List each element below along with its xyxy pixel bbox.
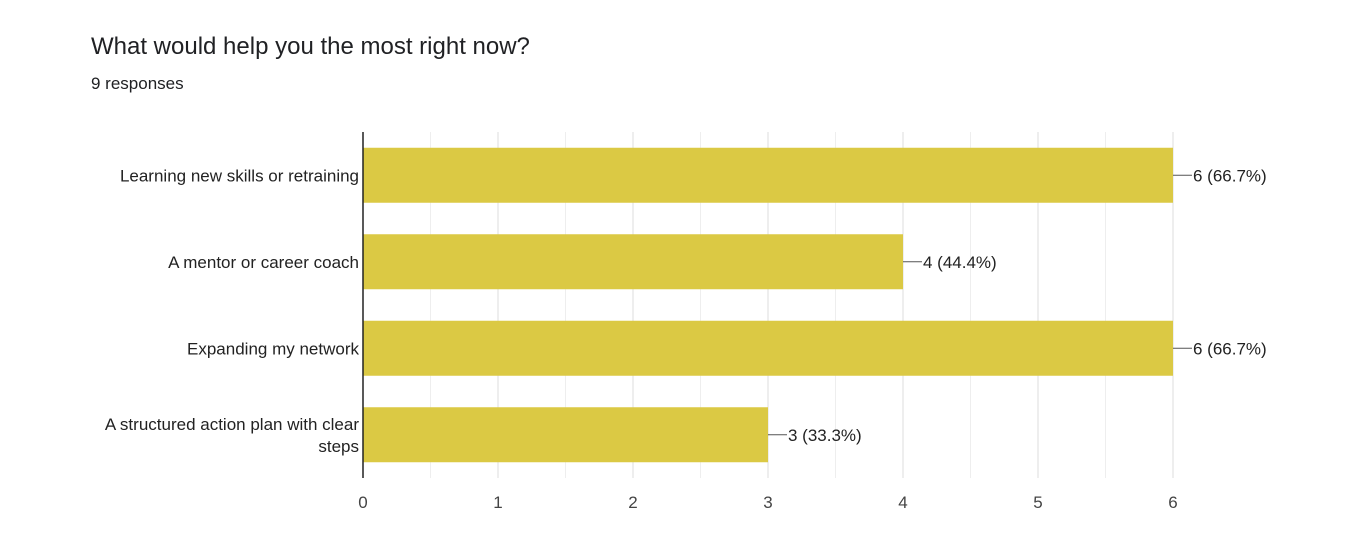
bar-2 [363, 234, 903, 290]
x-tick-label: 3 [763, 493, 772, 512]
category-label-4: steps [318, 437, 359, 456]
category-label-3: Expanding my network [187, 339, 359, 358]
category-label-4: A structured action plan with clear [105, 415, 360, 434]
x-tick-label: 2 [628, 493, 637, 512]
chart-title: What would help you the most right now? [91, 33, 530, 60]
data-label-2: 4 (44.4%) [923, 253, 997, 272]
x-tick-label: 5 [1033, 493, 1042, 512]
x-tick-label: 1 [493, 493, 502, 512]
bar-4 [363, 407, 768, 463]
x-tick-label: 4 [898, 493, 907, 512]
category-label-2: A mentor or career coach [168, 253, 359, 272]
category-label-1: Learning new skills or retraining [120, 166, 359, 185]
x-tick-label: 0 [358, 493, 367, 512]
data-label-1: 6 (66.7%) [1193, 166, 1267, 185]
response-count: 9 responses [91, 74, 184, 93]
data-label-3: 6 (66.7%) [1193, 339, 1267, 358]
x-tick-label: 6 [1168, 493, 1177, 512]
bar-1 [363, 147, 1173, 203]
data-label-4: 3 (33.3%) [788, 426, 862, 445]
bar-3 [363, 320, 1173, 376]
